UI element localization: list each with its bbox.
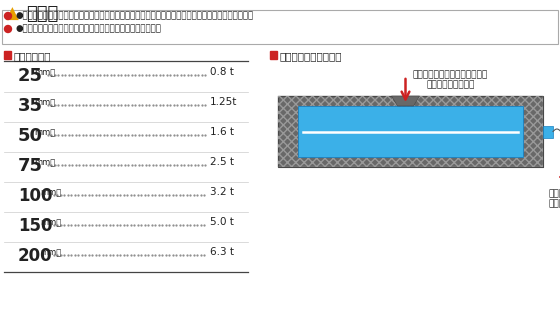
Polygon shape <box>391 96 419 106</box>
Text: 1.25t: 1.25t <box>210 97 237 107</box>
Text: mm幅: mm幅 <box>40 248 62 257</box>
Text: 100: 100 <box>18 187 53 205</box>
Text: 最大使用荷重: 最大使用荷重 <box>14 51 52 61</box>
Text: 3.2 t: 3.2 t <box>210 187 234 197</box>
Text: 75: 75 <box>18 157 43 175</box>
Bar <box>298 106 523 157</box>
Text: 2.5 t: 2.5 t <box>210 157 234 167</box>
Circle shape <box>4 26 12 33</box>
Bar <box>543 125 553 138</box>
Bar <box>278 96 543 167</box>
Text: 1.6 t: 1.6 t <box>210 127 234 137</box>
Circle shape <box>4 13 12 19</box>
Text: ●吊り角度による使用荷重表をご参照の上、使用して下さい。: ●吊り角度による使用荷重表をご参照の上、使用して下さい。 <box>15 24 161 34</box>
Text: スリングベルト断面図: スリングベルト断面図 <box>280 51 343 61</box>
Text: 150: 150 <box>18 217 53 235</box>
Text: mm幅: mm幅 <box>34 158 55 167</box>
Text: 5.0 t: 5.0 t <box>210 217 234 227</box>
Text: 35: 35 <box>18 97 43 115</box>
Bar <box>270 51 277 59</box>
Bar <box>4 51 11 59</box>
Text: ●トーヨーのスリングベルトは十分な安全係数がありますが、最大使用荷重以上は吊らないで下さい。: ●トーヨーのスリングベルトは十分な安全係数がありますが、最大使用荷重以上は吊らな… <box>15 12 253 20</box>
Text: mm幅: mm幅 <box>34 128 55 137</box>
Bar <box>2 10 558 44</box>
Text: 200: 200 <box>18 247 53 265</box>
Text: mm幅: mm幅 <box>40 218 62 227</box>
Bar <box>278 96 543 167</box>
Text: 幅方向の亀裂などは
ここまでくれば危険: 幅方向の亀裂などは ここまでくれば危険 <box>549 189 560 208</box>
Text: 25: 25 <box>18 67 43 85</box>
Text: 厚みの方向の亀裂・摩耗などは
ここまでくれば危険: 厚みの方向の亀裂・摩耗などは ここまでくれば危険 <box>413 70 488 89</box>
Text: mm幅: mm幅 <box>34 98 55 107</box>
Text: ▲: ▲ <box>6 5 18 23</box>
Text: 注　意: 注 意 <box>26 5 58 23</box>
Text: 6.3 t: 6.3 t <box>210 247 234 257</box>
Text: 50: 50 <box>18 127 43 145</box>
Text: 0.8 t: 0.8 t <box>210 67 234 77</box>
Text: mm幅: mm幅 <box>40 188 62 197</box>
Text: mm幅: mm幅 <box>34 68 55 77</box>
